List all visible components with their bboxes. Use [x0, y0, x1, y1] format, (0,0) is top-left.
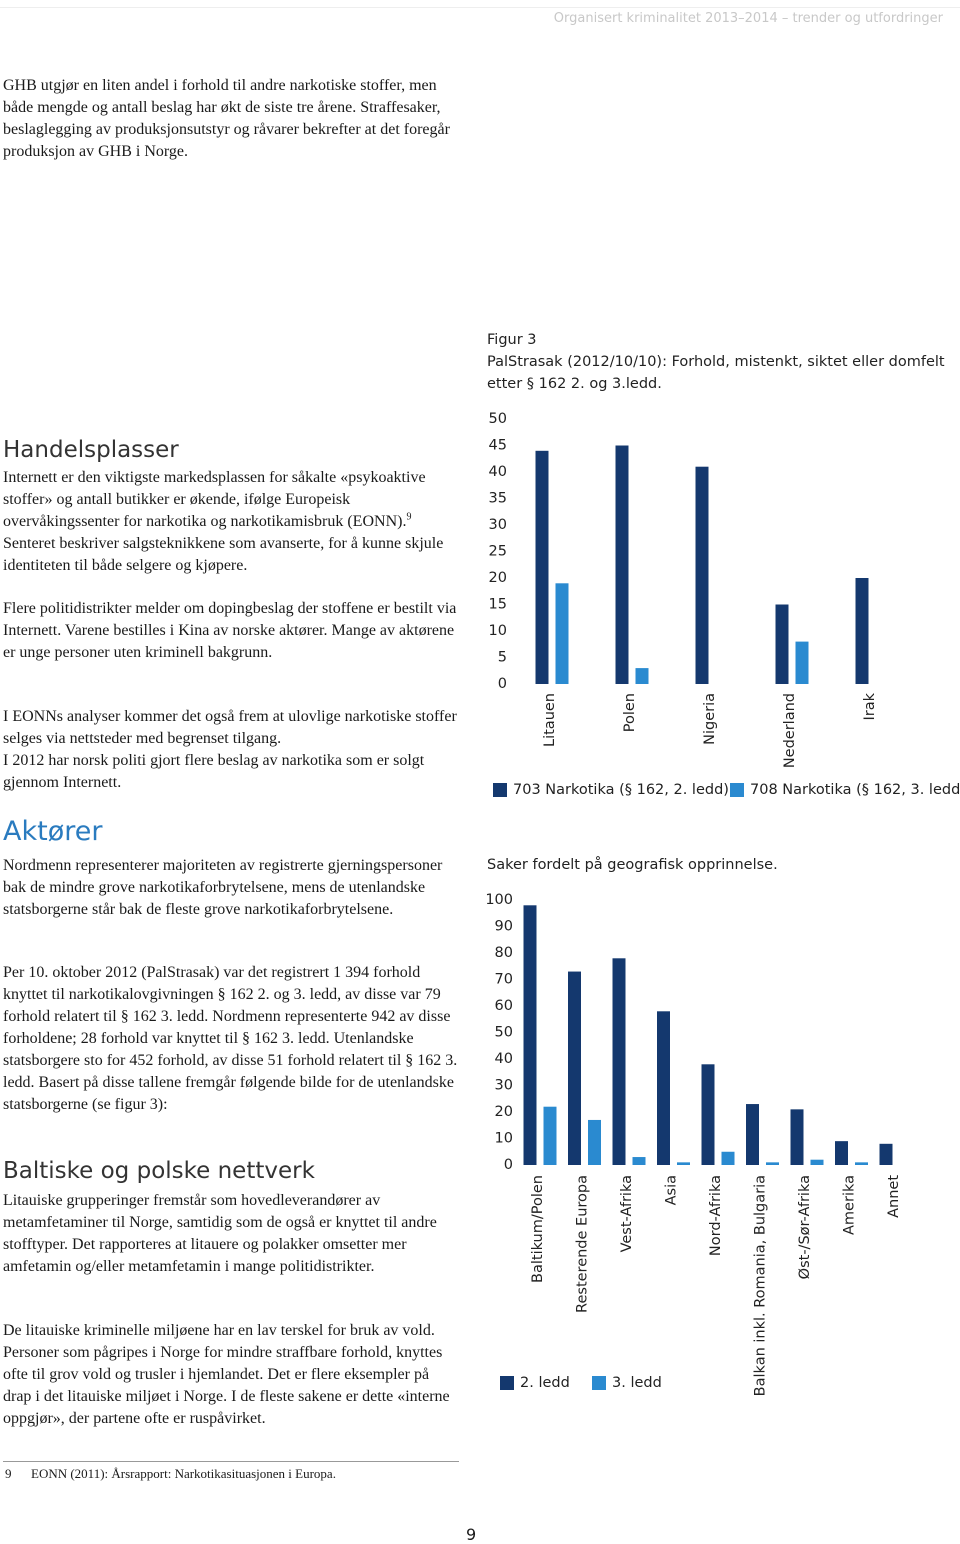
paragraph: GHB utgjør en liten andel i forhold til … — [3, 77, 450, 160]
paragraph: Internett er den viktigste markedsplasse… — [3, 467, 461, 577]
bar — [835, 1141, 848, 1165]
y-tick-label: 35 — [489, 491, 507, 507]
paragraph: Litauiske grupperinger fremstår som hove… — [3, 1192, 437, 1275]
bar — [855, 578, 869, 684]
chart-title: Figur 3 — [487, 332, 537, 348]
bar — [615, 445, 629, 684]
paragraph: Per 10. oktober 2012 (PalStrasak) var de… — [3, 964, 458, 1113]
y-tick-label: 20 — [495, 1104, 513, 1120]
bar — [588, 1119, 601, 1165]
bar — [790, 1109, 804, 1165]
x-tick-label: Asia — [664, 1175, 680, 1205]
text: Internett er den viktigste markedsplasse… — [3, 469, 426, 530]
y-tick-label: 100 — [485, 892, 513, 908]
bar — [568, 971, 581, 1165]
bar — [766, 1162, 779, 1165]
x-tick-label: Vest-Afrika — [619, 1175, 635, 1252]
y-tick-label: 45 — [489, 438, 507, 454]
y-tick-label: 10 — [489, 623, 507, 639]
footnote-ref: 9 — [406, 511, 412, 523]
y-tick-label: 90 — [495, 919, 513, 935]
bar — [523, 905, 537, 1165]
bar — [775, 604, 789, 684]
x-tick-label: Irak — [862, 692, 878, 720]
text: I 2012 har norsk politi gjort flere besl… — [3, 752, 425, 791]
legend-label: 3. ledd — [612, 1375, 662, 1391]
bar — [555, 583, 569, 684]
text: I EONNs analyser kommer det også frem at… — [3, 708, 457, 747]
x-tick-label: Nederland — [782, 693, 798, 768]
heading: Aktører — [3, 816, 103, 847]
y-tick-label: 30 — [489, 517, 507, 533]
bar — [543, 1106, 557, 1165]
paragraph: De litauiske kriminelle miljøene har en … — [3, 1322, 450, 1427]
paragraph: Flere politidistrikter melder om dopingb… — [3, 600, 457, 661]
x-tick-label: Resterende Europa — [575, 1175, 591, 1313]
bar — [701, 1064, 715, 1165]
bar — [535, 450, 549, 684]
bar — [855, 1162, 868, 1165]
bar — [612, 958, 626, 1165]
y-tick-label: 15 — [489, 597, 507, 613]
bar — [879, 1143, 893, 1165]
footnote-number: 9 — [5, 1466, 12, 1481]
y-tick-label: 60 — [495, 998, 513, 1014]
heading: Baltiske og polske nettverk — [3, 1158, 315, 1184]
page-number: 9 — [466, 1525, 477, 1544]
bar — [635, 668, 649, 684]
y-tick-label: 20 — [489, 570, 507, 586]
y-tick-label: 50 — [495, 1025, 513, 1041]
y-tick-label: 40 — [489, 464, 507, 480]
x-tick-label: Øst-/Sør-Afrika — [797, 1175, 813, 1279]
bar — [810, 1159, 824, 1165]
x-tick-label: Litauen — [542, 693, 558, 747]
running-header: Organisert kriminalitet 2013–2014 – tren… — [553, 11, 943, 26]
y-tick-label: 0 — [498, 676, 507, 692]
legend-swatch — [500, 1376, 514, 1390]
heading: Handelsplasser — [3, 437, 179, 463]
bar — [746, 1104, 759, 1165]
header-rule — [0, 7, 960, 8]
bar — [632, 1157, 646, 1165]
y-tick-label: 0 — [504, 1157, 513, 1173]
y-tick-label: 25 — [489, 544, 507, 560]
y-tick-label: 70 — [495, 972, 513, 988]
bar — [657, 1011, 670, 1165]
y-tick-label: 50 — [489, 411, 507, 427]
x-tick-label: Annet — [886, 1175, 902, 1218]
paragraph: I EONNs analyser kommer det også frem at… — [3, 706, 461, 794]
x-tick-label: Nigeria — [702, 693, 718, 745]
y-tick-label: 10 — [495, 1131, 513, 1147]
x-tick-label: Polen — [622, 693, 638, 732]
paragraph: Nordmenn representerer majoriteten av re… — [3, 857, 443, 918]
x-tick-label: Amerika — [842, 1175, 858, 1235]
x-tick-label: Baltikum/Polen — [530, 1175, 546, 1283]
y-tick-label: 5 — [498, 650, 507, 666]
legend-swatch — [592, 1376, 606, 1390]
y-tick-label: 80 — [495, 945, 513, 961]
x-tick-label: Nord-Afrika — [708, 1175, 724, 1256]
bar — [721, 1151, 735, 1165]
legend-swatch — [493, 783, 507, 797]
legend-label: 2. ledd — [520, 1375, 570, 1391]
legend-swatch — [730, 783, 744, 797]
bar — [695, 466, 709, 684]
bar — [795, 641, 809, 684]
chart-title: Saker fordelt på geografisk opprinnelse. — [487, 857, 778, 873]
footnote-rule — [3, 1461, 459, 1462]
legend-label: 708 Narkotika (§ 162, 3. ledd) — [750, 782, 960, 798]
bar — [677, 1162, 690, 1165]
y-tick-label: 30 — [495, 1078, 513, 1094]
x-tick-label: Balkan inkl. Romania, Bulgaria — [753, 1175, 769, 1396]
y-tick-label: 40 — [495, 1051, 513, 1067]
text: Senteret beskriver salgsteknikkene som a… — [3, 535, 444, 574]
footnote-text: EONN (2011): Årsrapport: Narkotikasituas… — [31, 1466, 336, 1481]
chart-subtitle: PalStrasak (2012/10/10): Forhold, misten… — [487, 354, 945, 392]
legend-label: 703 Narkotika (§ 162, 2. ledd) — [513, 782, 729, 798]
